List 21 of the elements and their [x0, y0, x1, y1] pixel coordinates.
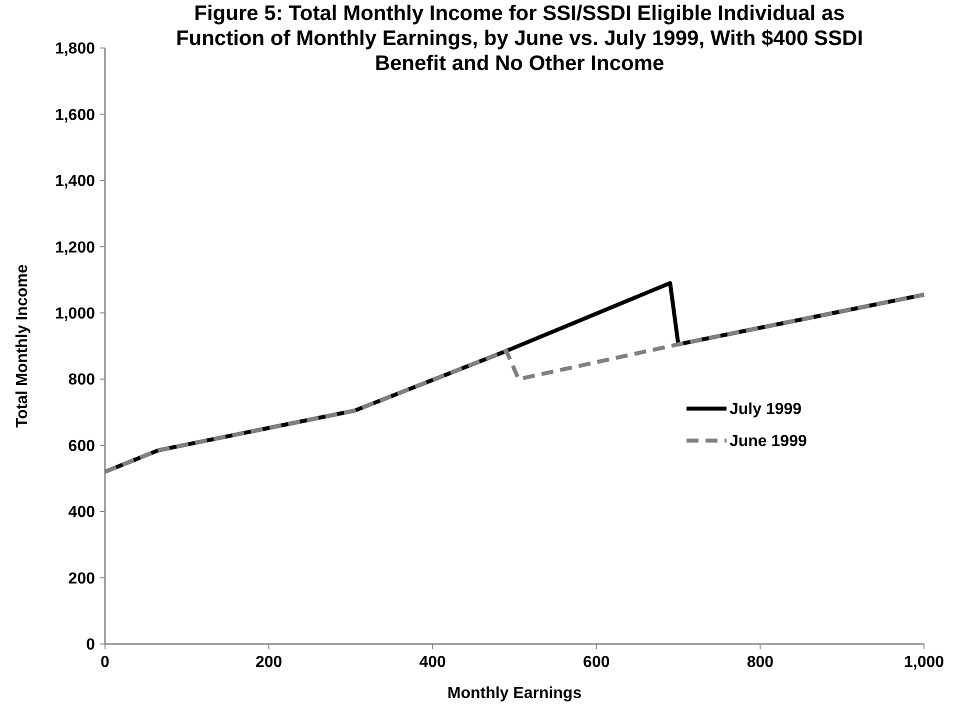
y-tick-label: 0 [86, 636, 96, 654]
y-tick-label: 200 [68, 570, 96, 588]
y-axis-title: Total Monthly Income [14, 264, 31, 428]
x-tick-label: 0 [100, 654, 110, 671]
y-tick-label: 800 [68, 372, 96, 389]
y-tick-label: 1,800 [54, 40, 96, 58]
legend-label: June 1999 [729, 433, 807, 450]
legend-label: July 1999 [729, 401, 802, 418]
y-tick-label: 1,000 [54, 305, 96, 322]
y-tick-label: 1,200 [54, 239, 96, 256]
y-tick-label: 1,600 [54, 106, 96, 124]
x-tick-label: 800 [746, 654, 774, 671]
x-tick-label: 600 [583, 654, 610, 671]
y-tick-label: 1,400 [54, 173, 96, 190]
chart-title: Figure 5: Total Monthly Income for SSI/SSDI Eligible Individual as Function of Monthly Earnings, by June vs. July 1999, With $400 SSDI Benefit and No Other Income [176, 2, 864, 75]
y-tick-label: 600 [68, 438, 96, 455]
x-axis-title: Monthly Earnings [447, 685, 582, 702]
x-tick-label: 400 [419, 654, 446, 671]
x-tick-label: 1,000 [904, 654, 944, 671]
y-tick-label: 400 [68, 504, 96, 522]
x-tick-label: 200 [255, 654, 282, 671]
